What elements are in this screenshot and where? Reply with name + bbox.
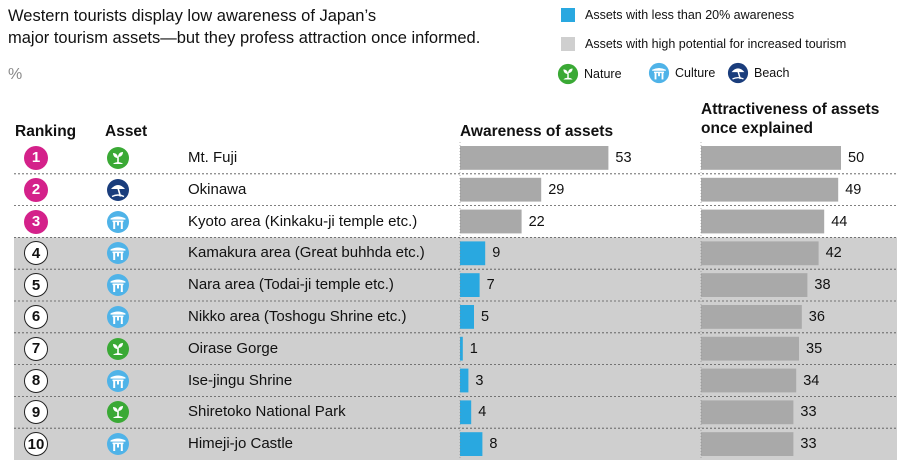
attractiveness-bar bbox=[701, 241, 819, 266]
legend-nature-label: Nature bbox=[584, 67, 622, 81]
attractiveness-value-label: 42 bbox=[825, 245, 842, 262]
awareness-bar bbox=[460, 177, 542, 202]
attractiveness-bar bbox=[701, 177, 839, 202]
asset-name: Nikko area (Toshogu Shrine etc.) bbox=[188, 307, 407, 325]
attractiveness-bar bbox=[701, 273, 808, 297]
legend-high-potential-label: Assets with high potential for increased… bbox=[585, 37, 847, 51]
attractiveness-value-label: 33 bbox=[800, 436, 817, 453]
legend-high-potential: Assets with high potential for increased… bbox=[561, 37, 846, 51]
rank-badge: 5 bbox=[24, 273, 48, 298]
asset-name: Himeji-jo Castle bbox=[188, 435, 294, 453]
attractiveness-value-label: 33 bbox=[800, 404, 817, 421]
header-attractiveness: Attractiveness of assets once explained bbox=[701, 100, 879, 138]
rank-badge: 2 bbox=[24, 177, 48, 202]
awareness-bar bbox=[460, 241, 486, 266]
awareness-bar bbox=[460, 209, 522, 234]
attractiveness-value-label: 36 bbox=[808, 308, 825, 325]
rank-badge: 1 bbox=[24, 145, 48, 170]
awareness-bar bbox=[460, 400, 472, 425]
header-asset: Asset bbox=[105, 123, 148, 140]
title-line-1: Western tourists display low awareness o… bbox=[8, 7, 377, 25]
awareness-value-label: 4 bbox=[478, 404, 487, 421]
rank-badge: 4 bbox=[24, 241, 48, 266]
culture-icon bbox=[107, 274, 129, 297]
rank-badge: 6 bbox=[24, 304, 48, 329]
legend-low-awareness-label: Assets with less than 20% awareness bbox=[585, 8, 795, 22]
culture-icon bbox=[107, 210, 129, 233]
rank-badge: 10 bbox=[24, 432, 48, 457]
culture-icon bbox=[107, 305, 129, 328]
attractiveness-bar bbox=[701, 336, 799, 361]
attractiveness-bar bbox=[701, 209, 825, 234]
awareness-bar bbox=[460, 305, 474, 329]
rank-badge: 3 bbox=[24, 209, 48, 234]
attractiveness-value-label: 35 bbox=[806, 340, 823, 357]
beach-icon bbox=[107, 178, 129, 201]
asset-name: Ise-jingu Shrine bbox=[188, 371, 293, 389]
unit-label: % bbox=[8, 66, 23, 83]
attractiveness-bar bbox=[701, 400, 794, 425]
culture-icon bbox=[107, 369, 129, 392]
legend-blue-swatch bbox=[561, 8, 575, 22]
asset-name: Mt. Fuji bbox=[188, 148, 238, 166]
attractiveness-value-label: 34 bbox=[803, 372, 820, 389]
asset-name: Okinawa bbox=[188, 180, 247, 198]
asset-name: Shiretoko National Park bbox=[188, 403, 346, 421]
nature-icon bbox=[107, 401, 129, 424]
awareness-bar bbox=[460, 368, 469, 393]
chart-title: Western tourists display low awareness o… bbox=[8, 5, 548, 49]
awareness-value-label: 8 bbox=[489, 436, 498, 453]
awareness-value-label: 9 bbox=[492, 245, 501, 262]
rank-badge: 9 bbox=[24, 400, 48, 425]
awareness-value-label: 7 bbox=[486, 277, 495, 294]
header-attractiveness-line-2: once explained bbox=[701, 120, 813, 137]
legend-beach-label: Beach bbox=[754, 66, 790, 80]
attractiveness-value-label: 38 bbox=[814, 277, 831, 294]
legend-low-awareness: Assets with less than 20% awareness bbox=[561, 8, 794, 22]
awareness-bar bbox=[460, 273, 480, 297]
nature-icon bbox=[107, 146, 129, 169]
attractiveness-value-label: 44 bbox=[831, 213, 848, 230]
attractiveness-bar bbox=[701, 146, 841, 170]
awareness-value-label: 3 bbox=[475, 372, 484, 389]
awareness-value-label: 53 bbox=[615, 149, 632, 166]
header-ranking: Ranking bbox=[15, 123, 77, 140]
awareness-value-label: 5 bbox=[481, 308, 490, 325]
legend-culture: Culture bbox=[648, 62, 715, 84]
awareness-value-label: 29 bbox=[548, 181, 565, 198]
awareness-value-label: 1 bbox=[469, 340, 478, 357]
asset-name: Kamakura area (Great buhhda etc.) bbox=[188, 244, 425, 262]
header-awareness: Awareness of assets bbox=[460, 123, 614, 140]
awareness-bar bbox=[460, 146, 609, 170]
awareness-value-label: 22 bbox=[528, 213, 545, 230]
legend-nature: Nature bbox=[557, 63, 622, 85]
culture-icon bbox=[648, 62, 670, 84]
legend-gray-swatch bbox=[561, 37, 575, 51]
attractiveness-bar bbox=[701, 432, 794, 456]
beach-icon bbox=[727, 62, 749, 84]
nature-icon bbox=[107, 337, 129, 360]
legend-culture-label: Culture bbox=[675, 66, 716, 80]
asset-name: Kyoto area (Kinkaku-ji temple etc.) bbox=[188, 212, 418, 230]
asset-name: Nara area (Todai-ji temple etc.) bbox=[188, 276, 394, 294]
culture-icon bbox=[107, 242, 129, 265]
asset-name: Oirase Gorge bbox=[188, 339, 279, 357]
rank-badge: 8 bbox=[24, 368, 48, 393]
attractiveness-bar bbox=[701, 368, 797, 393]
awareness-bar bbox=[460, 336, 463, 361]
rank-badge: 7 bbox=[24, 336, 48, 361]
header-attractiveness-line-1: Attractiveness of assets bbox=[701, 101, 880, 118]
culture-icon bbox=[107, 433, 129, 456]
attractiveness-value-label: 50 bbox=[848, 149, 865, 166]
nature-icon bbox=[557, 63, 579, 85]
title-line-2: major tourism assets—but they profess at… bbox=[8, 29, 481, 47]
awareness-bar bbox=[460, 432, 483, 456]
attractiveness-bar bbox=[701, 305, 802, 329]
attractiveness-value-label: 49 bbox=[845, 181, 862, 198]
legend-beach: Beach bbox=[727, 62, 789, 84]
